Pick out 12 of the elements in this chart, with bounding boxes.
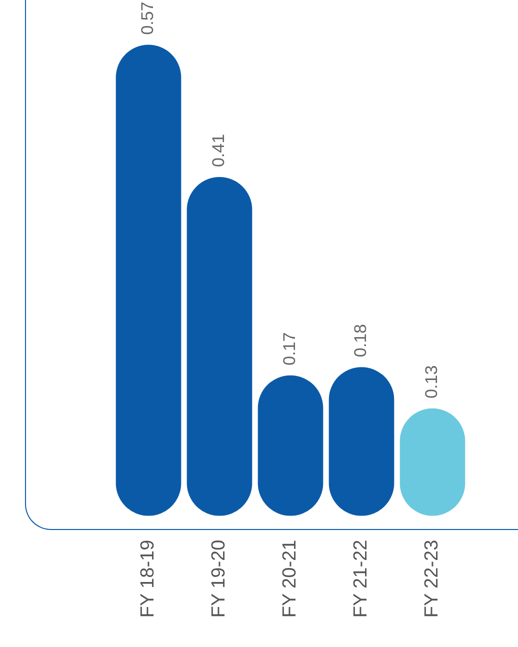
bar <box>186 177 252 516</box>
data-label: 0.13 <box>422 365 442 398</box>
data-label: 0.17 <box>280 332 300 366</box>
x-tick-label: FY 21-22 <box>350 540 372 618</box>
x-tick-label: FY 22-23 <box>422 540 443 618</box>
bar <box>116 44 182 516</box>
x-tick-label: FY 18-19 <box>138 540 159 618</box>
data-label: 0.57 <box>138 2 158 35</box>
x-tick-label: FY 20-21 <box>280 540 301 618</box>
data-label: 0.41 <box>209 134 228 168</box>
data-label: 0.18 <box>351 324 370 358</box>
x-tick-label: FY 19-20 <box>208 540 230 618</box>
